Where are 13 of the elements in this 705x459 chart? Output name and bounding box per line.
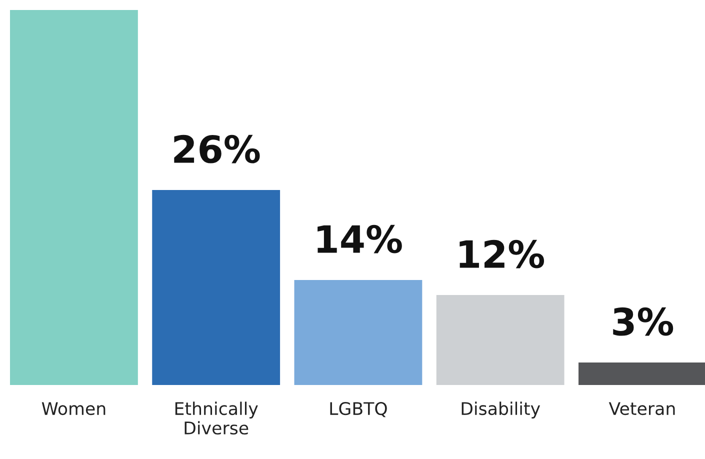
bar <box>152 190 280 385</box>
bar <box>10 10 138 385</box>
data-label: 26% <box>174 134 260 164</box>
data-label: 14% <box>318 224 402 254</box>
x-tick-label: Disability <box>462 402 540 418</box>
data-label: 12% <box>460 240 544 268</box>
x-tick-label: Ethnically Diverse <box>175 402 258 435</box>
x-tick-label: Veteran <box>608 402 675 416</box>
x-tick-label: Women <box>42 402 106 416</box>
x-tick-label: LGBTQ <box>330 402 387 418</box>
data-label: 3% <box>613 307 674 336</box>
bar <box>436 295 564 385</box>
bar <box>294 280 422 385</box>
